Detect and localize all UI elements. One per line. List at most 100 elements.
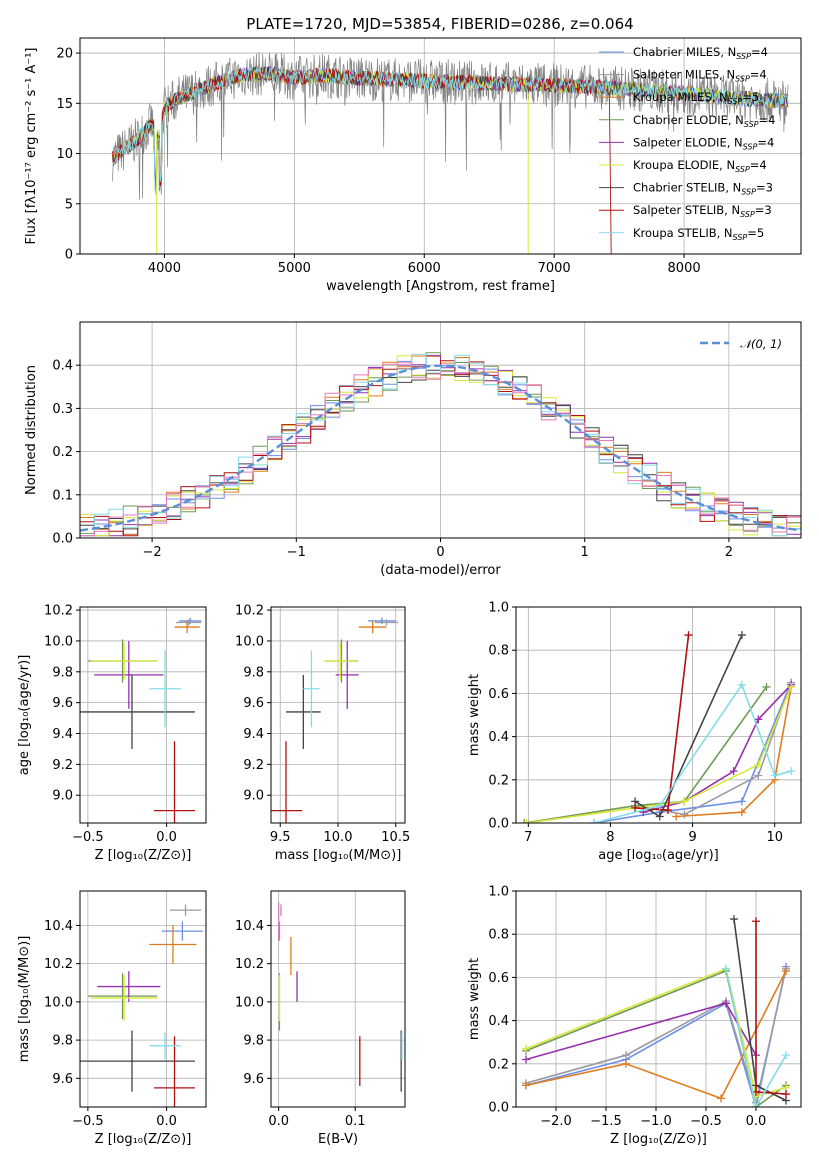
x-tick-label: 7 <box>524 830 532 845</box>
legend-entry: Kroupa MILES, NSSP=5 <box>633 90 759 106</box>
x-tick-label: 10 <box>766 830 783 845</box>
mass-weight-marker-kroupa_stelib <box>655 801 664 810</box>
y-tick-label: 9.8 <box>243 1034 264 1049</box>
y-tick-label: 0.6 <box>488 687 509 702</box>
x-axis-label: (data-model)/error <box>380 563 501 578</box>
y-tick-label: 5 <box>65 197 73 212</box>
age-vs-mass-panel: 9.5 10.0 10.5 9.0 9.2 9.4 9.6 9.8 10.0 10.2 mass [… <box>235 604 410 863</box>
y-tick-label: 0.0 <box>488 1101 509 1116</box>
mass-weight-marker-kroupa_elodie <box>754 760 763 769</box>
y-tick-label: 0.6 <box>488 971 509 986</box>
axes-frame <box>79 321 802 539</box>
mass-weight-marker-kroupa_elodie <box>787 682 796 691</box>
observed-spectrum-line <box>112 52 789 200</box>
y-tick-label: 10.2 <box>44 604 73 619</box>
legend-label: Kroupa MILES, N <box>633 90 728 104</box>
y-tick-label: 0.8 <box>488 644 509 659</box>
x-tick-label: 8 <box>606 830 614 845</box>
legend-subscript: SSP <box>736 52 751 61</box>
legend-label: Chabrier STELIB, N <box>633 181 741 195</box>
plot-area <box>112 52 789 254</box>
y-tick-label: 10 <box>56 147 73 162</box>
spectrum-panel: 4000 5000 6000 7000 8000 0 5 10 15 20 wavelength [… <box>24 37 802 294</box>
mass-weight-marker-chabrier_elodie <box>762 682 771 691</box>
histogram-step-hist_pink <box>80 362 801 537</box>
y-tick-label: 9.6 <box>52 1072 73 1087</box>
legend-subscript: SSP <box>743 142 758 151</box>
mass-vs-ebv-panel: 0.0 0.1 9.6 9.8 10.0 10.2 10.4 E(B-V) <box>235 890 406 1147</box>
mass-weight-line-kroupa_miles <box>525 970 787 1100</box>
x-tick-label: 4000 <box>148 261 181 276</box>
model-spectrum-kroupa_stelib <box>112 66 789 196</box>
x-axis-label: wavelength [Angstrom, rest frame] <box>326 279 555 294</box>
mass-weight-marker-salpeter_elodie <box>722 999 730 1008</box>
mass-weight-marker-kroupa_stelib <box>787 767 796 776</box>
legend-label: Chabrier MILES, N <box>633 45 736 59</box>
legend-value: =4 <box>751 45 768 59</box>
legend-entry: Chabrier STELIB, NSSP=3 <box>633 181 773 197</box>
x-tick-label: 1 <box>581 545 589 560</box>
x-tick-label: 0.0 <box>268 1114 289 1129</box>
legend-subscript: SSP <box>740 210 755 219</box>
y-tick-label: 10.0 <box>44 995 73 1010</box>
mass-weight-marker-chabrier_miles <box>737 797 746 806</box>
y-tick-label: 9.8 <box>52 665 73 680</box>
mass-weight-marker-salpeter_elodie <box>754 715 763 724</box>
y-tick-label: 10.4 <box>235 919 264 934</box>
legend-label: Salpeter STELIB, N <box>633 203 740 217</box>
x-tick-label: 0.1 <box>345 1114 366 1129</box>
legend-entry: Kroupa ELODIE, NSSP=4 <box>633 158 767 174</box>
mass-weight-marker-kroupa_miles <box>782 966 790 975</box>
mass-weight-marker-kroupa_stelib <box>782 1051 790 1060</box>
y-tick-label: 9.6 <box>243 696 264 711</box>
mass-weight-marker-chabrier_stelib <box>730 915 738 924</box>
mass-weight-line-salpeter_elodie <box>643 684 792 813</box>
y-tick-label: 10.4 <box>44 919 73 934</box>
legend-value: =4 <box>759 113 776 127</box>
y-tick-label: 0.2 <box>488 773 509 788</box>
mass-weight-marker-salpeter_stelib <box>631 803 640 812</box>
x-tick-label: −0.5 <box>690 1114 722 1129</box>
y-tick-label: 0.4 <box>488 1014 509 1029</box>
y-tick-label: 9.0 <box>243 789 264 804</box>
legend-value: =4 <box>757 135 774 149</box>
mass-weight-marker-kroupa_elodie <box>680 797 689 806</box>
mass-weight-marker-kroupa_stelib <box>722 964 730 973</box>
x-tick-label: −0.5 <box>72 1114 104 1129</box>
y-tick-label: 10.0 <box>235 634 264 649</box>
y-tick-label: 1.0 <box>488 601 509 616</box>
residual-histogram-panel: −2 −1 0 1 2 0.0 0.1 0.2 0.3 0.4 (data-model)/error… <box>24 321 802 578</box>
legend-value: =4 <box>750 158 767 172</box>
x-tick-label: 8000 <box>668 261 701 276</box>
legend-entry: Salpeter STELIB, NSSP=3 <box>633 203 772 219</box>
x-axis-label: mass [log₁₀(M/M⊙)] <box>275 848 402 863</box>
legend-value: =5 <box>747 226 764 240</box>
y-axis-label: mass weight <box>467 674 482 756</box>
axes-frame <box>79 890 207 1108</box>
legend-subscript: SSP <box>735 75 750 84</box>
y-tick-label: 0.3 <box>52 402 73 417</box>
plot-area <box>520 631 796 823</box>
legend-subscript: SSP <box>735 165 750 174</box>
mass-weight-marker-kroupa_miles <box>672 812 681 821</box>
axes-frame <box>79 37 802 255</box>
mass-weight-marker-salpeter_stelib <box>663 806 672 815</box>
x-tick-label: 0.0 <box>156 1114 177 1129</box>
y-axis-label: Flux [fλ10⁻¹⁷ erg cm⁻² s⁻¹ A⁻¹] <box>24 48 39 245</box>
plot-area <box>271 617 399 823</box>
legend-subscript: SSP <box>733 233 748 242</box>
model-spectrum-salpeter_stelib <box>112 65 612 254</box>
y-tick-label: 9.2 <box>52 758 73 773</box>
mass-weight-marker-kroupa_stelib <box>590 819 599 823</box>
mass-weight-marker-kroupa_miles <box>717 1094 725 1103</box>
legend-subscript: SSP <box>744 120 759 129</box>
axes-frame <box>515 606 802 824</box>
y-tick-label: 1.0 <box>488 885 509 900</box>
figure-title: PLATE=1720, MJD=53854, FIBERID=0286, z=0… <box>246 15 633 33</box>
mass-weight-marker-salpeter_stelib <box>752 917 760 926</box>
age-vs-metallicity-panel: −0.5 0.0 9.0 9.2 9.4 9.6 9.8 10.0 10.2 Z [log₁₀(Z… <box>17 604 207 863</box>
axes-frame <box>515 890 802 1108</box>
legend-label: Salpeter MILES, N <box>633 68 735 82</box>
mass-weight-marker-chabrier_elodie <box>520 819 529 823</box>
plot-area <box>80 617 202 823</box>
